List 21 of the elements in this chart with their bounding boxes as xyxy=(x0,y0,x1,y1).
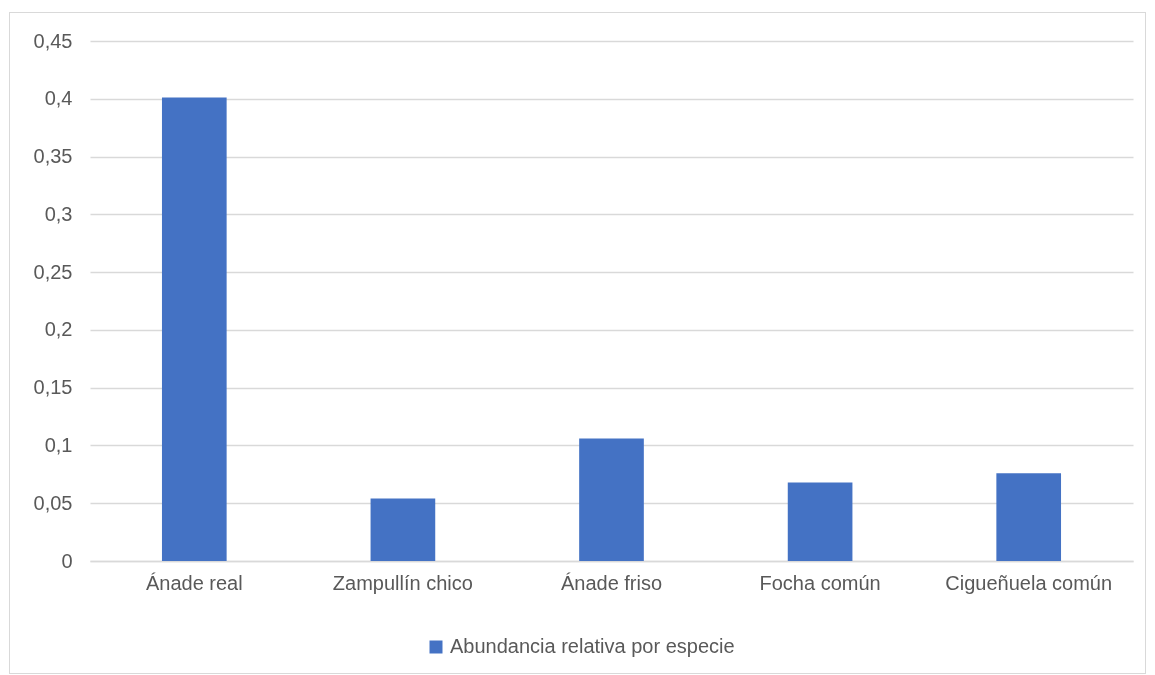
bar xyxy=(161,97,227,561)
bar xyxy=(996,473,1062,561)
y-tick-label: 0,4 xyxy=(44,87,73,110)
bar xyxy=(787,482,853,561)
x-tick-label: Ánade real xyxy=(145,571,243,594)
x-tick-label: Zampullín chico xyxy=(332,571,473,594)
x-tick-label: Ánade friso xyxy=(560,571,663,594)
y-tick-label: 0,1 xyxy=(44,433,73,456)
bar xyxy=(579,438,644,561)
legend-label: Abundancia relativa por especie xyxy=(450,635,735,657)
bar xyxy=(370,498,436,561)
y-tick-label: 0,2 xyxy=(44,318,73,341)
y-tick-label: 0,45 xyxy=(33,29,73,52)
x-tick-label: Focha común xyxy=(759,571,881,594)
x-tick-label: Cigueñuela común xyxy=(945,571,1113,594)
y-tick-label: 0,05 xyxy=(33,491,73,514)
y-tick-label: 0 xyxy=(61,549,73,572)
y-tick-label: 0,25 xyxy=(33,260,73,283)
y-tick-label: 0,15 xyxy=(33,376,73,399)
y-tick-label: 0,3 xyxy=(44,202,73,225)
y-tick-label: 0,35 xyxy=(33,145,73,168)
